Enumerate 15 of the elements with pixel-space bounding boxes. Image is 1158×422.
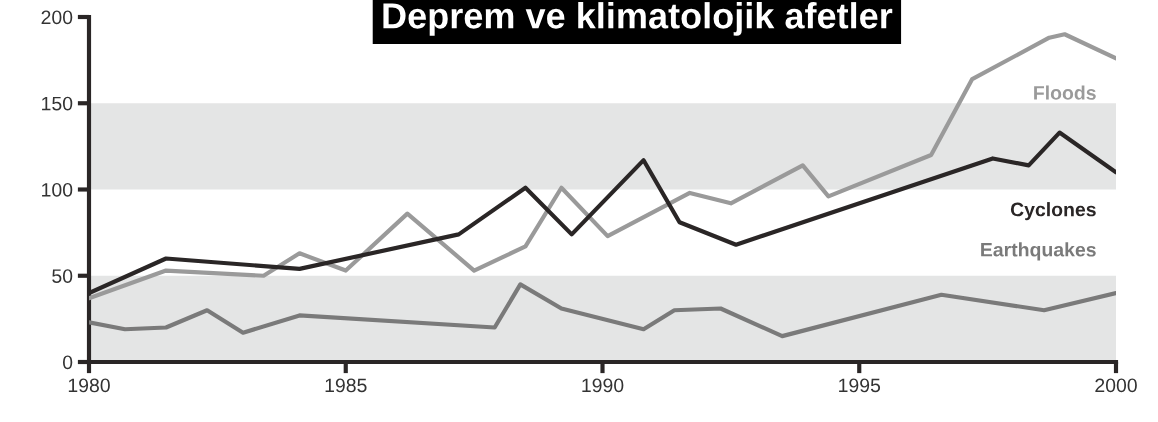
series-label: Cyclones xyxy=(1010,202,1096,221)
y-tick-label: 50 xyxy=(52,269,73,283)
series-label: Floods xyxy=(1034,85,1096,100)
x-tick-label: 1990 xyxy=(582,378,624,393)
y-tick-label: 150 xyxy=(42,96,73,111)
x-tick-label: 2000 xyxy=(1095,378,1137,393)
y-tick-label: 200 xyxy=(41,10,73,25)
x-tick-label: 1985 xyxy=(325,378,367,393)
chart-title: Deprem ve klimatolojik afetler xyxy=(383,2,893,36)
x-tick-label: 1995 xyxy=(839,378,881,393)
x-tick-label: 1980 xyxy=(68,378,110,393)
y-tick-label: 100 xyxy=(42,182,73,197)
series-label: Earthquakes xyxy=(981,242,1096,261)
line-series xyxy=(89,282,1116,339)
y-tick-label: 0 xyxy=(62,355,73,370)
